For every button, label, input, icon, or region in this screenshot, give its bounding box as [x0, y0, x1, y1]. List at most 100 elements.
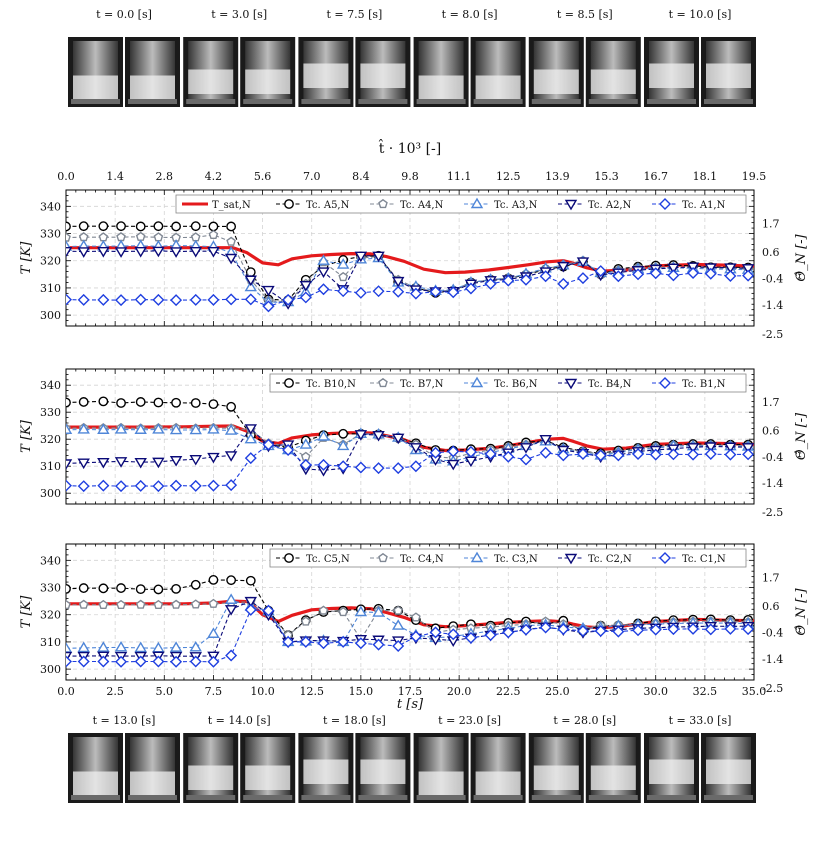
x-tick-label: 35.0	[742, 685, 767, 698]
data-point	[208, 229, 219, 240]
data-point	[392, 462, 405, 475]
data-point	[338, 606, 349, 617]
data-point	[97, 246, 110, 258]
data-point	[464, 631, 477, 644]
photo-liquid	[533, 69, 579, 94]
data-point	[78, 599, 89, 609]
data-point	[244, 275, 258, 287]
chart-panel-b: 300 310 320 330 340 1.7 0.6 -0.4 -1.4 -2.5 T [K] Θ̂…	[19, 368, 809, 519]
data-point	[208, 575, 219, 585]
y2-axis-label: Θ̂_N [-]	[794, 587, 809, 635]
data-point	[114, 247, 128, 258]
data-point	[539, 446, 552, 459]
data-point	[208, 598, 219, 608]
data-point	[378, 198, 388, 209]
y-tick-label: 300	[40, 309, 61, 322]
y2-tick-label: -2.5	[762, 328, 783, 341]
data-point	[687, 622, 700, 635]
photo-base	[473, 99, 523, 104]
x-tick-label: 10.0	[250, 685, 275, 698]
data-point	[134, 641, 147, 653]
data-point	[393, 605, 404, 615]
data-point	[114, 457, 128, 468]
data-point	[470, 551, 484, 563]
data-point	[66, 293, 72, 306]
y-tick-label: 340	[40, 200, 61, 213]
data-point	[594, 449, 607, 462]
data-point	[115, 480, 128, 493]
data-point	[208, 399, 219, 409]
data-point	[484, 629, 497, 642]
photo-time-label: t = 14.0 [s]	[208, 714, 271, 727]
data-point	[372, 606, 385, 617]
data-point	[354, 637, 367, 650]
data-point	[262, 300, 275, 313]
y-tick-label: 300	[40, 487, 61, 500]
high-speed-photo	[644, 37, 756, 107]
legend-label: Tc. B7,N	[400, 379, 444, 390]
data-point	[391, 433, 405, 445]
data-point	[226, 401, 237, 412]
photo-liquid	[73, 771, 118, 796]
data-point	[704, 623, 717, 636]
data-point	[409, 460, 422, 473]
top-tick-label: 13.9	[545, 170, 570, 183]
data-point	[244, 424, 258, 435]
data-point	[97, 641, 110, 652]
data-point	[464, 445, 477, 458]
data-point	[632, 268, 645, 281]
data-point	[724, 448, 737, 461]
legend-label: T_sat,N	[212, 200, 251, 211]
photo-liquid	[245, 69, 291, 94]
photo-liquid	[590, 765, 636, 790]
high-speed-photo	[528, 733, 641, 803]
data-point	[429, 446, 442, 459]
data-point	[207, 423, 220, 434]
data-point	[299, 291, 312, 304]
data-point	[391, 276, 405, 288]
legend-label: Tc. C1,N	[682, 554, 726, 565]
data-point	[741, 443, 754, 454]
data-point	[77, 458, 90, 470]
data-point	[152, 641, 165, 653]
photo-liquid	[475, 75, 521, 100]
data-point	[170, 479, 183, 492]
photo-time-label: t = 3.0 [s]	[211, 8, 267, 21]
data-point	[98, 599, 109, 609]
data-point	[224, 605, 238, 616]
data-point	[152, 293, 165, 306]
data-point	[244, 293, 257, 306]
photo-base	[416, 99, 466, 104]
data-point	[170, 294, 183, 307]
photo-base	[301, 99, 351, 104]
data-point	[704, 267, 717, 280]
chart-panels: 300 310 320 330 340 1.7 0.6 -0.4 -1.4 -2.5 T [K] Θ̂…	[19, 170, 809, 698]
data-point	[704, 442, 717, 453]
data-point	[153, 584, 164, 595]
photo-base	[186, 99, 236, 104]
ticks	[65, 368, 755, 504]
photo-base	[128, 795, 177, 800]
legend: Tc. B10,N Tc. B7,N Tc. B6,N Tc. B4,N Tc. B1,…	[269, 373, 747, 393]
data-point	[470, 376, 484, 388]
high-speed-photo	[298, 733, 411, 803]
y2-tick-label: 0.6	[762, 425, 780, 438]
photo-base	[128, 99, 177, 104]
data-point	[742, 269, 754, 282]
legend-label: Tc. C4,N	[400, 554, 444, 565]
data-point	[502, 450, 515, 463]
data-point	[66, 655, 72, 668]
series-line	[66, 600, 749, 657]
photo-base	[704, 99, 753, 104]
photo-liquid	[130, 75, 175, 100]
data-point	[318, 605, 329, 615]
data-point	[189, 640, 202, 652]
x-tick-label: 27.5	[594, 685, 619, 698]
data-point	[336, 258, 350, 269]
data-point	[244, 603, 257, 616]
data-point	[262, 285, 275, 297]
data-point	[378, 377, 388, 388]
data-point	[171, 221, 181, 232]
high-speed-photo	[413, 37, 526, 107]
data-point	[134, 655, 147, 668]
